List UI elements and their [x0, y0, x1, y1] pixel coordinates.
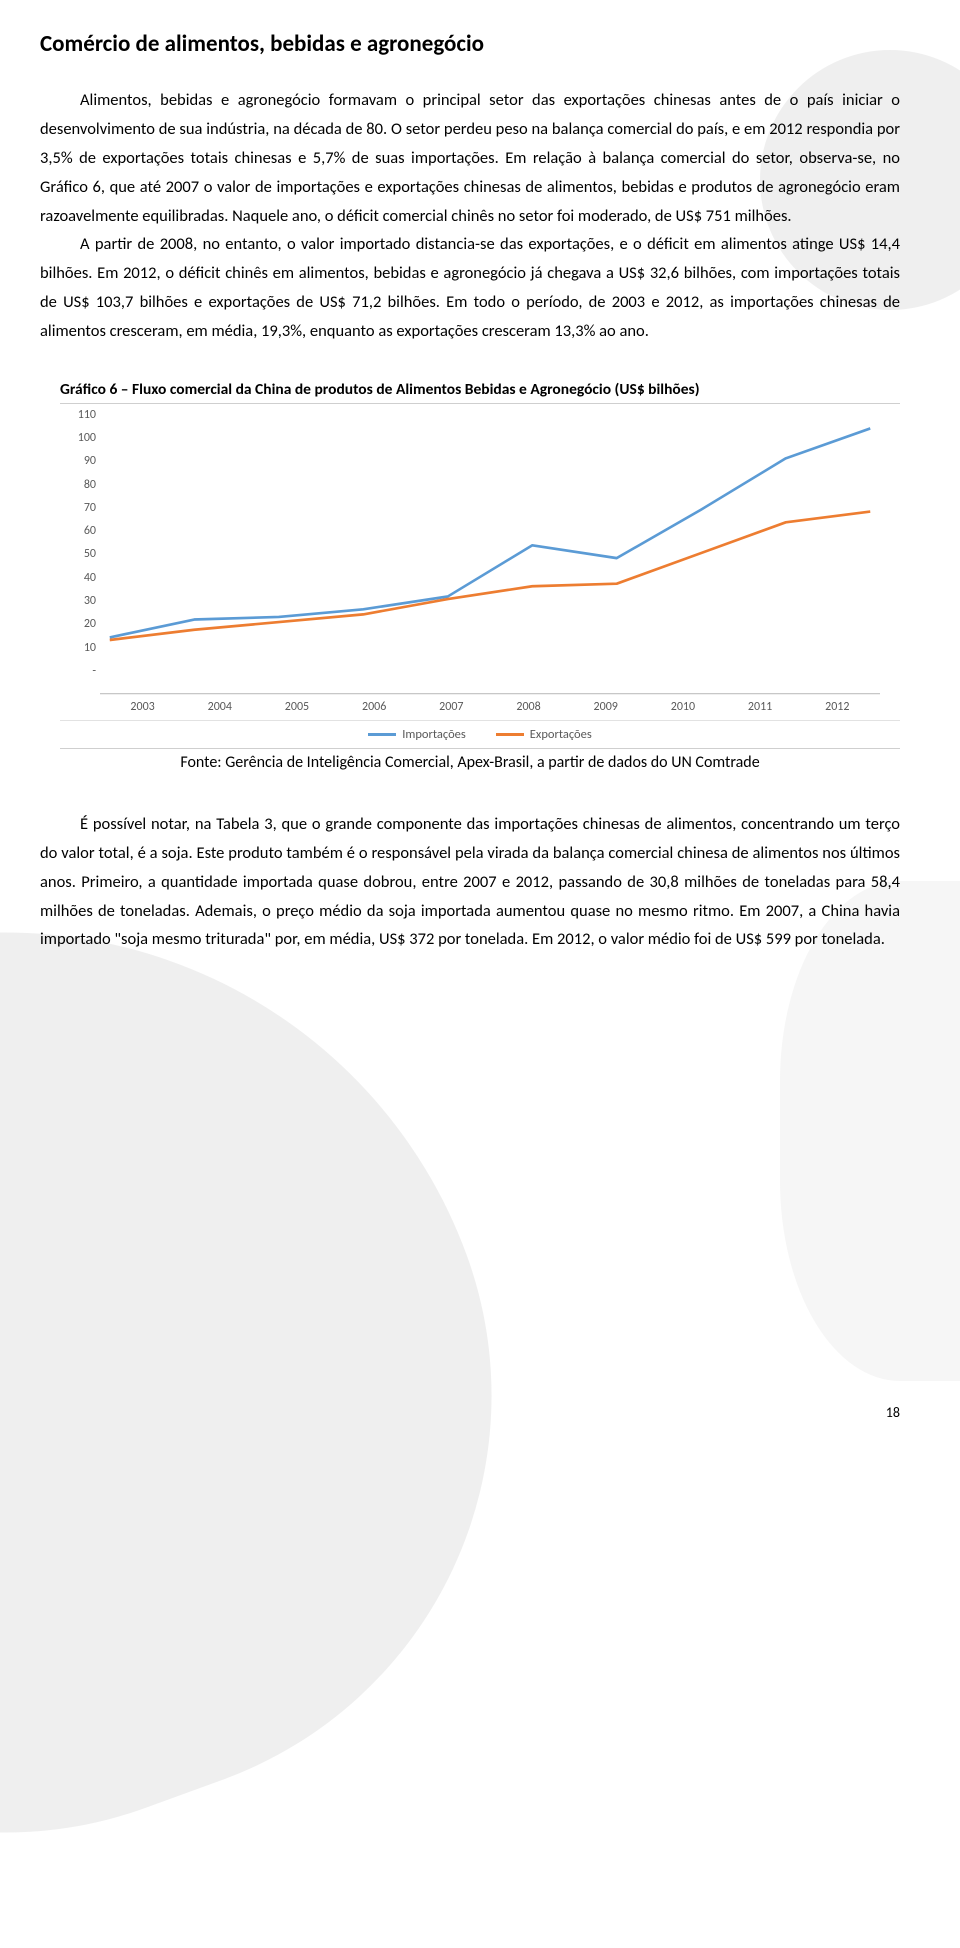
chart-legend-label: Importações	[402, 727, 466, 742]
chart-x-tick: 2003	[104, 700, 181, 714]
chart-y-tick: 50	[60, 547, 96, 561]
chart-y-tick: 110	[60, 408, 96, 422]
chart-x-tick: 2005	[258, 700, 335, 714]
chart-y-tick: -	[60, 664, 96, 678]
paragraph-3: É possível notar, na Tabela 3, que o gra…	[40, 810, 900, 954]
chart-y-tick: 90	[60, 454, 96, 468]
chart-title: Gráfico 6 – Fluxo comercial da China de …	[60, 380, 900, 399]
chart-y-tick: 60	[60, 524, 96, 538]
chart-y-tick: 30	[60, 594, 96, 608]
chart-legend: Importações Exportações	[60, 720, 900, 748]
paragraph-1: Alimentos, bebidas e agronegócio formava…	[40, 86, 900, 230]
chart-legend-item: Exportações	[496, 727, 592, 742]
chart-block: Gráfico 6 – Fluxo comercial da China de …	[40, 380, 900, 772]
chart-x-tick: 2009	[567, 700, 644, 714]
chart-legend-swatch	[496, 733, 524, 736]
chart-x-tick: 2007	[413, 700, 490, 714]
page-number: 18	[886, 1404, 900, 1421]
chart-y-tick: 20	[60, 617, 96, 631]
chart-x-tick: 2004	[181, 700, 258, 714]
watermark-shape	[0, 794, 607, 1948]
chart-container: 110100908070605040302010- 20032004200520…	[60, 403, 900, 749]
chart-y-tick: 70	[60, 501, 96, 515]
chart-x-tick: 2006	[336, 700, 413, 714]
chart-x-tick: 2008	[490, 700, 567, 714]
chart-y-tick: 80	[60, 478, 96, 492]
chart-x-axis-labels: 2003200420052006200720082009201020112012	[100, 698, 880, 720]
chart-legend-swatch	[368, 733, 396, 736]
chart-plot-area: 110100908070605040302010-	[100, 408, 880, 698]
chart-series-line	[110, 511, 871, 639]
chart-y-tick: 40	[60, 571, 96, 585]
chart-y-tick: 10	[60, 641, 96, 655]
watermark-shape	[780, 881, 960, 1381]
chart-source: Fonte: Gerência de Inteligência Comercia…	[60, 753, 880, 772]
paragraph-2: A partir de 2008, no entanto, o valor im…	[40, 230, 900, 346]
chart-svg	[100, 408, 880, 698]
chart-y-axis-labels: 110 100 90 80 70 60 50 40 30 20 10 -	[60, 408, 96, 678]
chart-y-tick: 100	[60, 431, 96, 445]
chart-x-tick: 2012	[799, 700, 876, 714]
chart-legend-item: Importações	[368, 727, 466, 742]
chart-x-tick: 2010	[644, 700, 721, 714]
chart-x-tick: 2011	[722, 700, 799, 714]
chart-legend-label: Exportações	[530, 727, 592, 742]
section-heading: Comércio de alimentos, bebidas e agroneg…	[40, 30, 900, 58]
